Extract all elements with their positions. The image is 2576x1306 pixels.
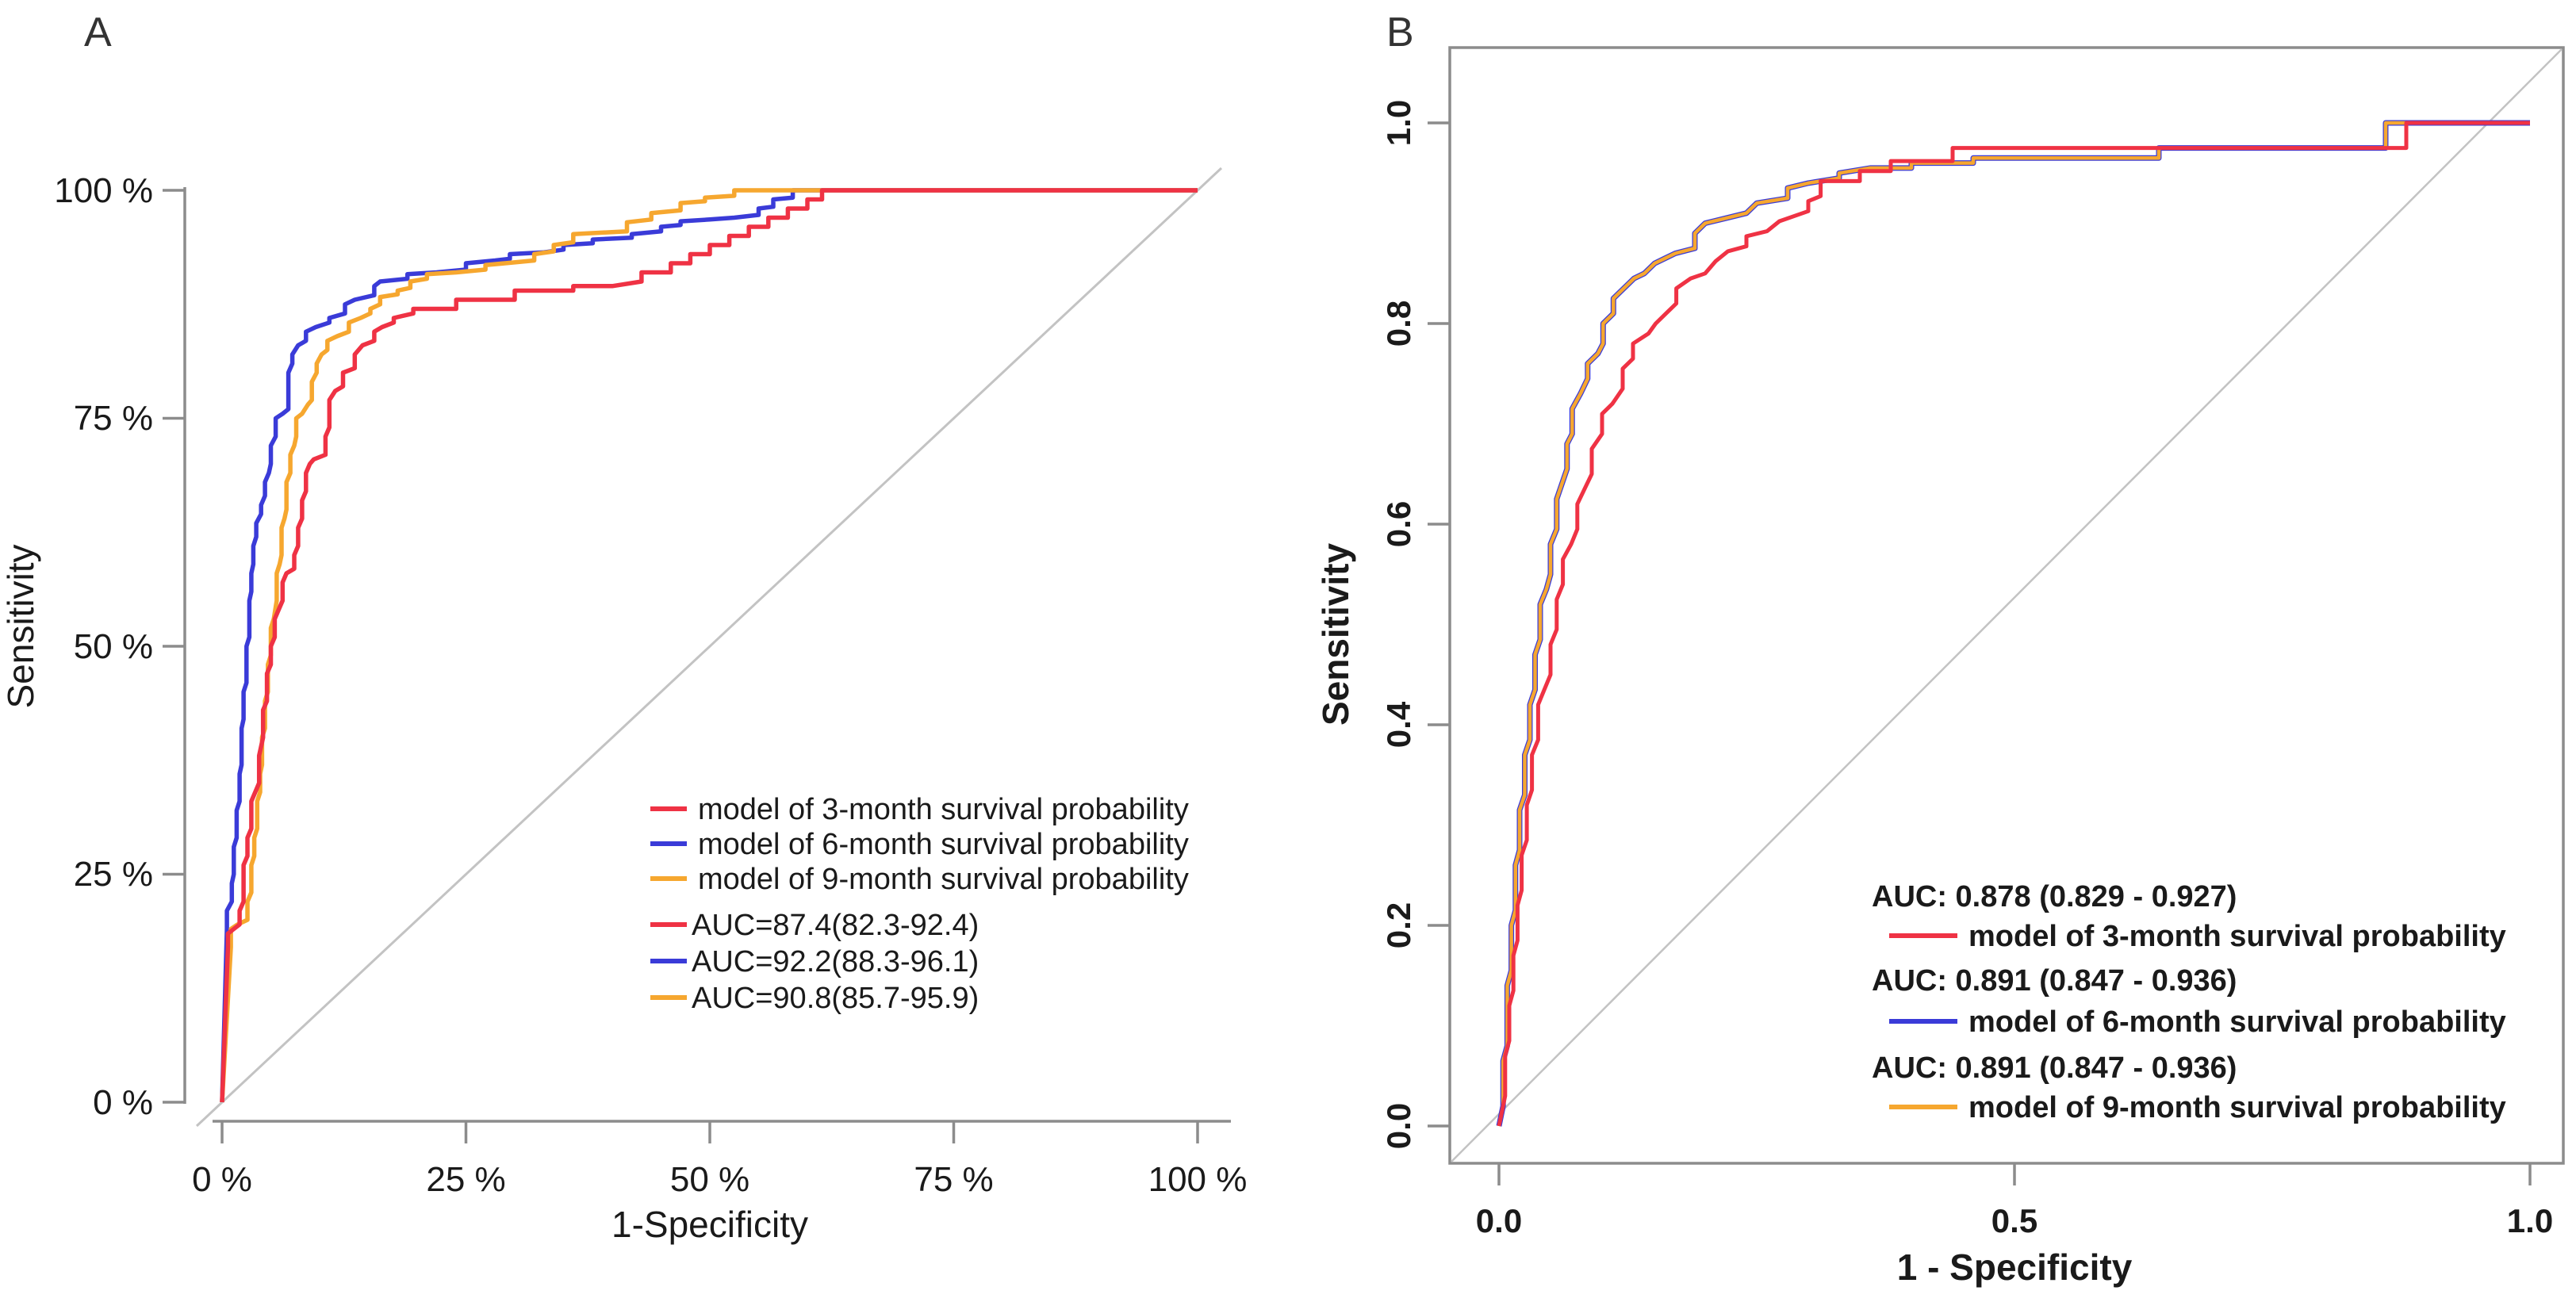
roc-curve-6-month-panel-a [220, 188, 1198, 1103]
y-tick-label: 0.2 [1380, 902, 1417, 948]
panel-a-y-axis-title: Sensitivity [0, 544, 41, 708]
auc-label-9-month: AUC=90.8(85.7-95.9) [692, 982, 979, 1015]
panel-a-x-axis-title: 1-Specificity [611, 1204, 808, 1245]
legend-label-9-month: model of 9-month survival probability [1968, 1091, 2506, 1124]
panel-a-x-tick-marks [220, 1121, 1199, 1143]
panel-b-x-tick-labels: 0.0 0.5 1.0 [1476, 1202, 2553, 1239]
y-tick-label: 0.6 [1380, 501, 1417, 547]
y-tick-label: 0.0 [1380, 1103, 1417, 1149]
panel-a-y-tick-labels: 100 % 75 % 50 % 25 % 0 % [54, 171, 153, 1122]
legend-label-6-month: model of 6-month survival probability [698, 828, 1189, 861]
panel-a-x-tick-labels: 0 % 25 % 50 % 75 % 100 % [192, 1160, 1247, 1199]
panel-a-auc-legend: AUC=87.4(82.3-92.4) AUC=92.2(88.3-96.1) … [650, 909, 979, 1015]
auc-text-9-month: AUC: 0.891 (0.847 - 0.936) [1872, 1051, 2237, 1085]
panel-a-label: A [84, 10, 112, 56]
panel-b-y-tick-labels: 1.0 0.8 0.6 0.4 0.2 0.0 [1380, 100, 1417, 1149]
x-tick-label: 0.0 [1476, 1202, 1522, 1239]
y-tick-label: 25 % [74, 855, 153, 894]
y-tick-label: 100 % [54, 171, 153, 210]
panel-b-x-tick-marks [1497, 1163, 2532, 1185]
roc-curve-9-month-panel-b [1497, 121, 2530, 1127]
roc-curve-3-month-panel-b [1497, 121, 2530, 1127]
panel-b-diagonal-line [1451, 48, 2563, 1162]
y-tick-label: 1.0 [1380, 100, 1417, 146]
y-tick-label: 0.4 [1380, 701, 1417, 748]
panel-b-x-axis-title: 1 - Specificity [1897, 1247, 2133, 1288]
x-tick-label: 1.0 [2507, 1202, 2553, 1239]
panel-b-label: B [1386, 10, 1414, 56]
legend-label-3-month: model of 3-month survival probability [1968, 920, 2506, 953]
panel-a-diagonal-line [195, 167, 1223, 1128]
x-tick-label: 25 % [426, 1160, 505, 1199]
panel-a-legend: model of 3-month survival probability mo… [650, 793, 1189, 896]
x-tick-label: 0.5 [1991, 1202, 2037, 1239]
panel-a-y-tick-marks [163, 189, 185, 1104]
y-tick-label: 0 % [93, 1083, 153, 1122]
panel-a: A 100 % 75 % 50 % 25 % 0 % [0, 10, 1247, 1245]
panel-b-y-axis-title: Sensitivity [1315, 543, 1356, 726]
panel-b-y-tick-marks [1428, 121, 1450, 1128]
legend-label-6-month: model of 6-month survival probability [1968, 1005, 2506, 1039]
x-tick-label: 100 % [1148, 1160, 1248, 1199]
y-tick-label: 0.8 [1380, 301, 1417, 347]
y-tick-label: 50 % [74, 627, 153, 666]
x-tick-label: 0 % [192, 1160, 252, 1199]
auc-text-6-month: AUC: 0.891 (0.847 - 0.936) [1872, 964, 2237, 998]
legend-label-9-month: model of 9-month survival probability [698, 863, 1189, 896]
panel-b: B 1.0 0.8 0.6 0.4 0.2 0.0 [1315, 10, 2565, 1288]
auc-text-3-month: AUC: 0.878 (0.829 - 0.927) [1872, 880, 2237, 913]
x-tick-label: 75 % [914, 1160, 993, 1199]
auc-label-3-month: AUC=87.4(82.3-92.4) [692, 909, 979, 942]
legend-label-3-month: model of 3-month survival probability [698, 793, 1189, 826]
roc-curve-3-month-panel-a [220, 188, 1198, 1103]
x-tick-label: 50 % [670, 1160, 749, 1199]
panel-b-legend: AUC: 0.878 (0.829 - 0.927) model of 3-mo… [1872, 880, 2506, 1124]
auc-label-6-month: AUC=92.2(88.3-96.1) [692, 945, 979, 979]
y-tick-label: 75 % [74, 399, 153, 438]
panel-b-plot-box [1448, 46, 2565, 1165]
